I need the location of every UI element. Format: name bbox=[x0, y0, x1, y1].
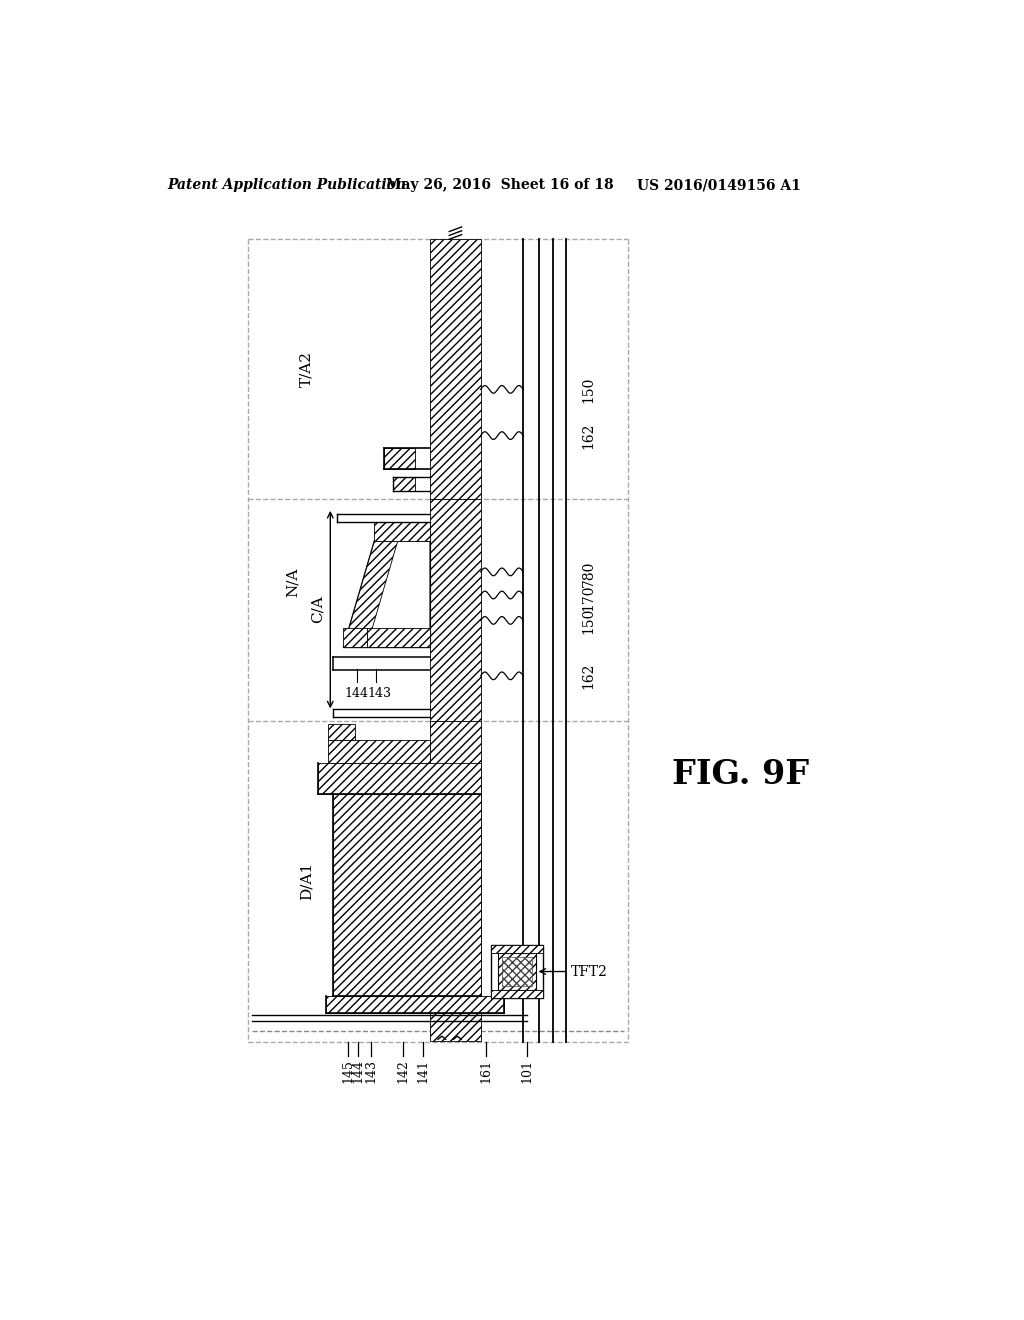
Bar bbox=[430, 239, 480, 499]
Polygon shape bbox=[343, 541, 397, 647]
Text: 162: 162 bbox=[582, 663, 595, 689]
Bar bbox=[343, 628, 367, 647]
Text: 141: 141 bbox=[416, 1059, 429, 1084]
Text: 150: 150 bbox=[582, 376, 595, 403]
Bar bbox=[499, 953, 536, 990]
Bar bbox=[375, 521, 430, 541]
Text: 144: 144 bbox=[345, 688, 369, 701]
Text: 144: 144 bbox=[351, 1059, 365, 1084]
Text: 143: 143 bbox=[368, 688, 392, 701]
Bar bbox=[490, 990, 544, 998]
Text: 145: 145 bbox=[342, 1059, 354, 1084]
Bar bbox=[328, 739, 430, 763]
Bar bbox=[384, 447, 415, 470]
Text: 101: 101 bbox=[520, 1059, 534, 1084]
Text: C/A: C/A bbox=[311, 595, 325, 623]
Bar bbox=[326, 997, 504, 1014]
Text: 142: 142 bbox=[396, 1059, 410, 1084]
Text: D/A1: D/A1 bbox=[299, 862, 313, 900]
Text: 780: 780 bbox=[582, 561, 595, 587]
Text: 161: 161 bbox=[479, 1059, 493, 1084]
Bar bbox=[430, 721, 480, 1040]
Bar bbox=[490, 945, 544, 998]
Text: TFT2: TFT2 bbox=[540, 965, 607, 978]
Text: T/A2: T/A2 bbox=[299, 351, 313, 387]
Bar bbox=[490, 945, 544, 953]
Text: 150: 150 bbox=[582, 607, 595, 634]
Bar bbox=[317, 763, 480, 793]
Text: 162: 162 bbox=[582, 422, 595, 449]
Text: FIG. 9F: FIG. 9F bbox=[672, 758, 809, 791]
Text: Patent Application Publication: Patent Application Publication bbox=[167, 178, 407, 193]
Bar bbox=[503, 957, 531, 986]
Text: 143: 143 bbox=[365, 1059, 377, 1084]
Text: May 26, 2016  Sheet 16 of 18: May 26, 2016 Sheet 16 of 18 bbox=[386, 178, 613, 193]
Bar bbox=[430, 499, 480, 721]
Polygon shape bbox=[343, 541, 430, 647]
Text: US 2016/0149156 A1: US 2016/0149156 A1 bbox=[637, 178, 801, 193]
Bar bbox=[367, 628, 430, 647]
Bar bbox=[393, 478, 415, 491]
Bar bbox=[334, 793, 480, 997]
Text: 170: 170 bbox=[582, 583, 595, 611]
Bar bbox=[328, 725, 355, 739]
Text: N/A: N/A bbox=[286, 568, 300, 598]
